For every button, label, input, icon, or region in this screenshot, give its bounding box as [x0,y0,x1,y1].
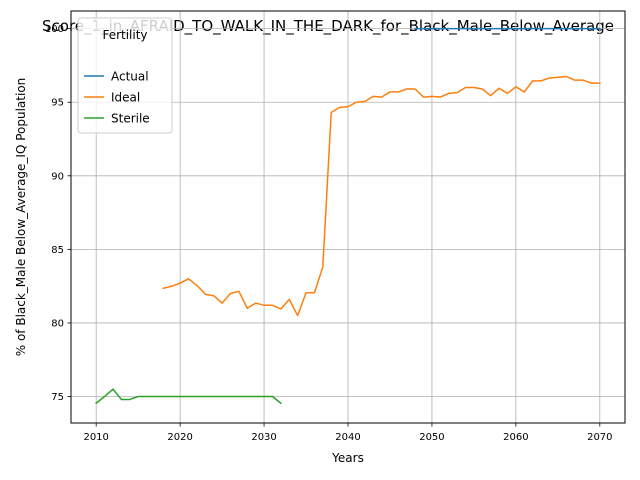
y-tick-label: 85 [51,245,64,256]
legend: Fertility Actual Ideal Sterile [77,17,173,134]
legend-label-actual: Actual [111,70,149,84]
y-tick-label: 80 [51,318,64,329]
y-axis-ticks: 75 80 85 90 95 100 [45,24,71,403]
y-tick-label: 90 [51,171,64,182]
legend-label-sterile: Sterile [111,112,150,126]
chart-title: Score_1_in_AFRAID_TO_WALK_IN_THE_DARK_fo… [42,17,614,36]
x-tick-label: 2070 [587,432,612,443]
x-tick-label: 2030 [251,432,276,443]
x-axis-ticks: 2010 2020 2030 2040 2050 2060 2070 [83,423,613,443]
x-axis-label: Years [331,451,364,465]
plot-frame [70,10,626,424]
x-tick-label: 2020 [167,432,192,443]
series-line-sterile [95,388,282,405]
legend-label-ideal: Ideal [111,91,140,105]
y-tick-label: 100 [45,24,64,35]
x-tick-label: 2040 [335,432,360,443]
x-tick-label: 2050 [419,432,444,443]
legend-title: Fertility [102,28,147,42]
x-tick-label: 2060 [503,432,528,443]
y-tick-label: 75 [51,392,64,403]
y-tick-label: 95 [51,98,64,109]
y-axis-label: % of Black_Male Below_Average_IQ Populat… [14,78,28,357]
series-line-ideal [162,75,601,317]
series-lines [95,27,601,405]
legend-items: Actual Ideal Sterile [84,70,150,126]
legend-box [77,17,173,134]
x-tick-label: 2010 [83,432,108,443]
